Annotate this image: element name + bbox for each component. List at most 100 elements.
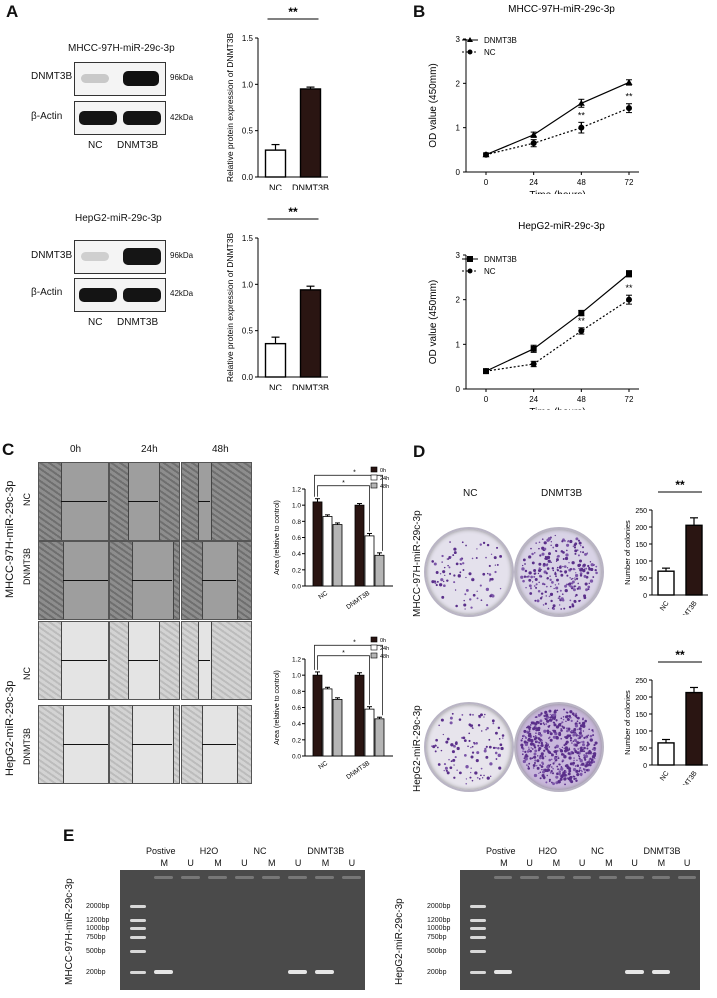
- bar-48h: [374, 718, 385, 757]
- legend-marker: [467, 49, 473, 55]
- x-tick-label: NC: [317, 590, 329, 601]
- legend-label: DNMT3B: [484, 36, 517, 45]
- bar-48h: [374, 554, 385, 587]
- y-tick-label: 0.0: [242, 373, 254, 382]
- scratch-midline: [202, 744, 236, 745]
- y-tick-label: 0: [456, 168, 461, 177]
- gel-lane-label: M: [500, 858, 508, 868]
- x-tick-label: NC: [659, 770, 671, 782]
- y-axis-label: Number of colonies: [623, 690, 632, 755]
- gel-well: [572, 876, 591, 879]
- gel-lane-label: U: [578, 858, 586, 868]
- y-tick-label: 0.8: [292, 689, 301, 696]
- ladder-band: [470, 919, 486, 922]
- ladder-size-label: 500bp: [86, 948, 106, 955]
- y-tick-label: 200: [635, 525, 647, 532]
- gel-lane-label: U: [294, 858, 302, 868]
- colony-dots: [431, 541, 503, 610]
- legend-label: 0h: [380, 468, 386, 474]
- cellline-label: HepG2-miR-29c-3p: [4, 680, 16, 776]
- scratch-image: [109, 541, 180, 620]
- y-tick-label: 0.0: [242, 173, 254, 182]
- significance-mark: **: [578, 316, 586, 326]
- row-label-dnmt3b: DNMT3B: [22, 547, 32, 585]
- gel-well: [261, 876, 281, 879]
- x-tick-label: NC: [317, 760, 329, 771]
- scratch-image: [109, 621, 180, 700]
- significance-mark: **: [625, 92, 633, 102]
- cellline-label: HepG2-miR-29c-3p: [394, 898, 405, 985]
- y-tick-label: 100: [635, 729, 647, 736]
- y-tick-label: 200: [635, 695, 647, 702]
- data-point: [530, 131, 538, 138]
- x-tick-label: DNMT3B: [292, 383, 329, 390]
- y-axis-label: Number of colonies: [623, 520, 632, 585]
- gel-lane-label: M: [214, 858, 222, 868]
- y-tick-label: 3: [456, 35, 461, 44]
- blot-row-label: β-Actin: [31, 287, 63, 298]
- bar-0h: [312, 674, 323, 757]
- blot-row-label: DNMT3B: [31, 71, 73, 82]
- gel-lane-label: M: [657, 858, 666, 868]
- significance-mark: **: [675, 480, 685, 492]
- scratch-image: [38, 621, 109, 700]
- gel-group-label: Postive: [486, 846, 516, 856]
- ladder-size-label: 500bp: [427, 948, 447, 955]
- significance-mark: **: [288, 5, 298, 19]
- chart-a-bottom: 0.0 0.5 1.0 1.5 NC DNMT3B ** Relative protein e…: [225, 205, 329, 390]
- data-point: [578, 124, 585, 131]
- y-axis-label: Relative protein expression of DNMT3B: [225, 33, 235, 183]
- legend-label: NC: [484, 267, 496, 276]
- bar-nc: [264, 149, 287, 178]
- ladder-size-label: 1200bp: [427, 917, 451, 924]
- y-tick-label: 3: [456, 251, 461, 260]
- gel-well: [546, 876, 565, 879]
- gel-lane-label: U: [683, 858, 691, 868]
- x-tick-label: NC: [269, 383, 282, 390]
- y-tick-label: 1.0: [292, 673, 301, 680]
- gel-well: [599, 876, 618, 879]
- ladder-band: [470, 950, 486, 953]
- legend-marker: [467, 37, 473, 42]
- legend-label: DNMT3B: [484, 255, 517, 264]
- gel-lane-label: U: [526, 858, 533, 868]
- bar-dnmt3b: [685, 691, 703, 766]
- scratch-midline: [198, 660, 210, 661]
- significance-bracket: [314, 474, 383, 551]
- y-tick-label: 150: [635, 712, 647, 719]
- ladder-band: [130, 950, 146, 953]
- bar-0h: [312, 501, 323, 587]
- scratch-midline: [128, 501, 158, 502]
- gel-group-label: DNMT3B: [307, 846, 345, 856]
- gel-well: [520, 876, 539, 879]
- y-tick-label: 0: [643, 593, 647, 600]
- data-point: [578, 327, 585, 334]
- scratch-midline: [132, 580, 172, 581]
- row-label-nc: NC: [22, 493, 32, 506]
- data-point: [530, 360, 537, 367]
- chart-c-bottom: 0.0 0.2 0.4 0.6 0.8 1.0 1.2 Area (relative to c…: [274, 636, 393, 781]
- y-tick-label: 0.4: [292, 551, 301, 558]
- ladder-size-label: 2000bp: [86, 903, 110, 910]
- lane-label: DNMT3B: [117, 140, 159, 151]
- y-tick-label: 0.2: [292, 737, 301, 744]
- ladder-size-label: 200bp: [86, 969, 106, 976]
- y-tick-label: 0.2: [292, 567, 301, 574]
- x-tick-label: 72: [625, 178, 634, 187]
- y-tick-label: 1.2: [292, 657, 301, 664]
- legend-swatch: [370, 636, 378, 643]
- blot-row-label: β-Actin: [31, 111, 63, 122]
- gel-lane-label: M: [321, 858, 330, 868]
- gel-well: [494, 876, 513, 879]
- data-point: [626, 296, 632, 303]
- y-tick-label: 2: [456, 79, 461, 88]
- chart-b-top: MHCC-97H-miR-29c-3p 0 1 2 3 0 24 48 72 Time (hour…: [428, 4, 639, 194]
- colony-dots: [520, 534, 598, 610]
- ladder-size-label: 200bp: [427, 969, 447, 976]
- y-tick-label: 1.0: [242, 80, 254, 89]
- bar-dnmt3b: [685, 524, 703, 596]
- scratch-image: [109, 462, 180, 541]
- data-point: [578, 310, 585, 317]
- bar-nc: [657, 742, 675, 766]
- colony-plate: [424, 527, 514, 617]
